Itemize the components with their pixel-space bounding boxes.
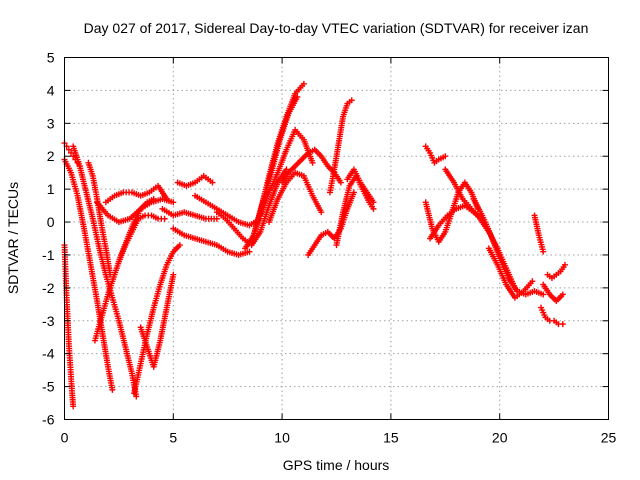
plot-frame xyxy=(64,57,609,420)
y-tick-label: -1 xyxy=(42,247,55,263)
y-tick-label: 4 xyxy=(47,82,55,98)
data-point xyxy=(170,271,177,278)
data-point xyxy=(561,261,568,268)
y-tick-label: 2 xyxy=(47,148,55,164)
series-24 xyxy=(344,166,377,206)
data-points xyxy=(61,80,568,410)
data-point xyxy=(170,199,177,206)
series-34 xyxy=(540,281,566,305)
series-2 xyxy=(61,156,116,393)
series-25 xyxy=(422,143,449,166)
data-point xyxy=(70,403,77,410)
data-point xyxy=(559,321,566,328)
y-tick-label: 1 xyxy=(47,181,55,197)
data-point xyxy=(163,196,170,203)
series-13 xyxy=(174,172,216,189)
chart-title: Day 027 of 2017, Sidereal Day-to-day VTE… xyxy=(84,20,589,36)
series-7 xyxy=(102,182,170,206)
data-point xyxy=(540,291,547,298)
series-4 xyxy=(85,159,114,278)
x-tick-label: 0 xyxy=(61,430,69,446)
data-point xyxy=(300,80,307,87)
data-point xyxy=(209,179,216,186)
series-33 xyxy=(544,261,568,281)
y-tick-label: 3 xyxy=(47,115,55,131)
data-point xyxy=(213,215,220,222)
data-point xyxy=(348,97,355,104)
data-point xyxy=(370,205,377,212)
x-axis-label: GPS time / hours xyxy=(283,457,390,473)
series-10 xyxy=(137,271,177,370)
series-31 xyxy=(531,212,547,255)
x-tick-label: 25 xyxy=(601,430,617,446)
y-tick-label: -2 xyxy=(42,280,55,296)
y-tick-label: -6 xyxy=(42,412,55,428)
series-9 xyxy=(131,242,183,397)
series-12 xyxy=(170,225,253,258)
y-tick-label: -3 xyxy=(42,313,55,329)
series-20 xyxy=(279,146,344,186)
series-22 xyxy=(326,97,355,196)
data-point xyxy=(109,386,116,393)
x-tick-label: 10 xyxy=(274,430,290,446)
x-tick-label: 20 xyxy=(492,430,508,446)
series-3 xyxy=(70,143,140,400)
x-tick-label: 15 xyxy=(383,430,399,446)
data-point xyxy=(246,248,253,255)
series-29 xyxy=(470,196,547,298)
data-point xyxy=(283,166,290,173)
data-point xyxy=(70,153,77,160)
series-30 xyxy=(485,245,536,301)
series-17 xyxy=(248,80,307,245)
y-tick-label: 5 xyxy=(47,50,55,66)
data-point xyxy=(540,248,547,255)
axis-ticks: 0 5 10 15 20 25 -6 -5 -4 -3 -2 -1 0 1 2 3 4 5 xyxy=(42,50,616,446)
series-0 xyxy=(61,242,77,410)
series-23 xyxy=(333,172,377,249)
data-point xyxy=(559,291,566,298)
series-32 xyxy=(538,304,566,328)
data-point xyxy=(370,199,377,206)
data-point xyxy=(176,242,183,249)
data-point xyxy=(318,209,325,216)
series-8 xyxy=(115,212,168,265)
data-point xyxy=(350,189,357,196)
data-point xyxy=(65,146,72,153)
data-point xyxy=(294,93,301,100)
data-point xyxy=(133,393,140,400)
series-18 xyxy=(257,126,316,219)
data-point xyxy=(161,215,168,222)
data-point xyxy=(442,153,449,160)
data-point xyxy=(309,159,316,166)
y-axis-label: SDTVAR / TECUs xyxy=(5,182,21,294)
data-point xyxy=(529,278,536,285)
y-tick-label: -4 xyxy=(42,346,55,362)
y-tick-label: 0 xyxy=(47,214,55,230)
y-tick-label: -5 xyxy=(42,379,55,395)
series-11 xyxy=(159,205,220,222)
data-point xyxy=(337,179,344,186)
x-tick-label: 5 xyxy=(169,430,177,446)
